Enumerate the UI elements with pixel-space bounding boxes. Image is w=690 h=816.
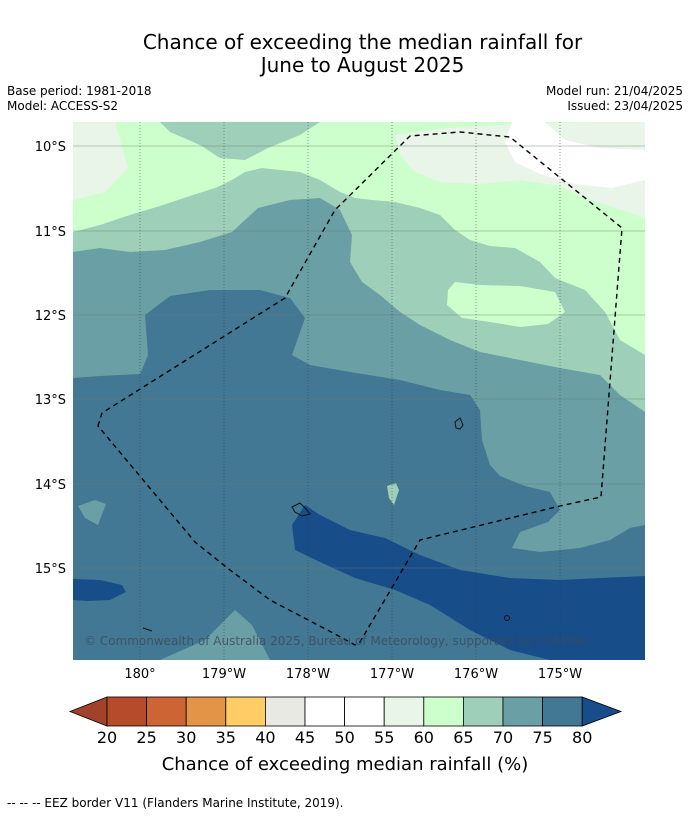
lat-label-10s: 10°S <box>35 140 66 155</box>
colorbar-tick-label: 70 <box>493 728 513 747</box>
model-run: Model run: 21/04/2025 <box>545 84 683 98</box>
eez-footnote: -- -- -- EEZ border V11 (Flanders Marine… <box>7 796 344 810</box>
island-nukunonu <box>454 417 464 430</box>
contour-50-55-white <box>505 122 645 188</box>
contour-65-70-top <box>160 122 320 160</box>
contour-70-75-bottom <box>160 610 270 660</box>
colorbar-tick-label: 65 <box>453 728 473 747</box>
colorbar-label: Chance of exceeding median rainfall (%) <box>162 754 529 775</box>
contour-75-80 <box>73 290 645 660</box>
lat-gridlines <box>73 145 645 569</box>
map-title: Chance of exceeding the median rainfall … <box>0 31 690 77</box>
contour-70-75-blob <box>78 500 106 525</box>
lat-label-11s: 11°S <box>35 225 66 240</box>
colorbar-segment <box>344 696 385 727</box>
colorbar-segment <box>502 696 543 727</box>
colorbar-tick-label: 75 <box>532 728 552 747</box>
colorbar-tick-label: 30 <box>176 728 196 747</box>
contour-80-plus-left <box>73 579 126 601</box>
copyright-text: © Commonwealth of Australia 2025, Bureau… <box>84 634 589 648</box>
model-name: Model: ACCESS-S2 <box>7 99 119 113</box>
lat-label-12s: 12°S <box>35 309 66 324</box>
colorbar-ticks: 20 25 30 35 40 45 50 55 60 65 70 75 80 <box>97 728 593 747</box>
title-line-1: Chance of exceeding the median rainfall … <box>142 30 583 54</box>
colorbar-tick-label: 45 <box>295 728 315 747</box>
title-line-2: June to August 2025 <box>260 53 465 77</box>
island-atafu <box>291 502 311 517</box>
lon-label-178w: 178°W <box>286 667 330 682</box>
contour-60-65-patch <box>447 282 565 327</box>
contour-80-plus <box>292 505 645 660</box>
colorbar-tick-label: 60 <box>414 728 434 747</box>
lon-label-177w: 177°W <box>370 667 414 682</box>
colorbar-segment <box>225 696 266 727</box>
colorbar-segment <box>383 696 425 727</box>
colorbar-tick-label: 25 <box>136 728 156 747</box>
colorbar-tick-label: 50 <box>334 728 354 747</box>
colorbar-segment <box>423 696 464 727</box>
colorbar-arrow-low <box>68 696 108 727</box>
lat-labels: 10°S 11°S 12°S 13°S 14°S 15°S <box>35 140 66 577</box>
island-reef <box>142 627 153 632</box>
lat-label-14s: 14°S <box>35 478 66 493</box>
colorbar-arrow-high <box>581 696 623 727</box>
contour-65-70-blob <box>387 483 399 505</box>
lon-label-175w: 175°W <box>538 667 582 682</box>
colorbar-segment <box>185 696 227 727</box>
colorbar-tick-label: 55 <box>374 728 394 747</box>
colorbar-segment <box>146 696 187 727</box>
contour-55-60-left <box>73 122 128 200</box>
rainfall-contour-field: © Commonwealth of Australia 2025, Bureau… <box>73 122 645 660</box>
colorbar-tick-label: 80 <box>572 728 592 747</box>
colorbar-segment <box>304 696 345 727</box>
base-period: Base period: 1981-2018 <box>7 84 152 98</box>
lon-label-180: 180° <box>124 667 155 682</box>
colorbar-tick-label: 40 <box>255 728 275 747</box>
lon-label-179w: 179°W <box>202 667 246 682</box>
lat-label-13s: 13°S <box>35 393 66 408</box>
colorbar-segment <box>542 696 583 727</box>
island-fakaofo <box>504 615 510 621</box>
colorbar-segment <box>106 696 147 727</box>
lon-label-176w: 176°W <box>454 667 498 682</box>
lon-labels: 180° 179°W 178°W 177°W 176°W 175°W <box>124 667 582 682</box>
colorbar-tick-label: 20 <box>97 728 117 747</box>
issued-date: Issued: 23/04/2025 <box>567 99 683 113</box>
colorbar <box>68 696 623 727</box>
colorbar-segment <box>264 696 306 727</box>
lat-label-15s: 15°S <box>35 562 66 577</box>
colorbar-segment <box>462 696 504 727</box>
meta-left: Base period: 1981-2018 Model: ACCESS-S2 <box>7 84 152 114</box>
colorbar-tick-label: 35 <box>216 728 236 747</box>
meta-right: Model run: 21/04/2025 Issued: 23/04/2025 <box>546 84 683 114</box>
